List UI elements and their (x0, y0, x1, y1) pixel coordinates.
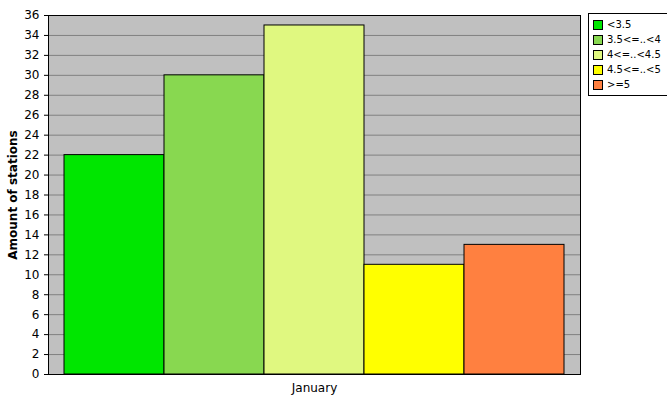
svg-text:28: 28 (24, 88, 39, 102)
svg-text:30: 30 (24, 68, 39, 82)
svg-text:2: 2 (32, 347, 40, 361)
html-text:<3.5: <3.5 (607, 19, 632, 30)
svg-text:32: 32 (24, 48, 39, 62)
svg-text:0: 0 (32, 367, 40, 381)
html-text:4.5<=..<5: 4.5<=..<5 (607, 64, 661, 75)
html-text:4<=..<4.5: 4<=..<4.5 (607, 49, 661, 60)
html-text:3.5<=..<4: 3.5<=..<4 (607, 34, 661, 45)
svg-text:4: 4 (32, 327, 40, 341)
svg-text:16: 16 (24, 208, 39, 222)
svg-text:34: 34 (24, 28, 39, 42)
svg-text:Amount of stations: Amount of stations (6, 130, 20, 259)
svg-text:26: 26 (24, 108, 39, 122)
svg-text:36: 36 (24, 8, 39, 22)
svg-text:10: 10 (24, 268, 39, 282)
svg-text:22: 22 (24, 148, 39, 162)
svg-text:January: January (291, 381, 338, 395)
svg-text:12: 12 (24, 248, 39, 262)
svg-text:18: 18 (24, 188, 39, 202)
svg-text:14: 14 (24, 228, 39, 242)
html-text:>=5: >=5 (607, 79, 631, 90)
svg-text:20: 20 (24, 168, 39, 182)
svg-text:6: 6 (32, 308, 40, 322)
svg-text:24: 24 (24, 128, 39, 142)
svg-text:8: 8 (32, 288, 40, 302)
